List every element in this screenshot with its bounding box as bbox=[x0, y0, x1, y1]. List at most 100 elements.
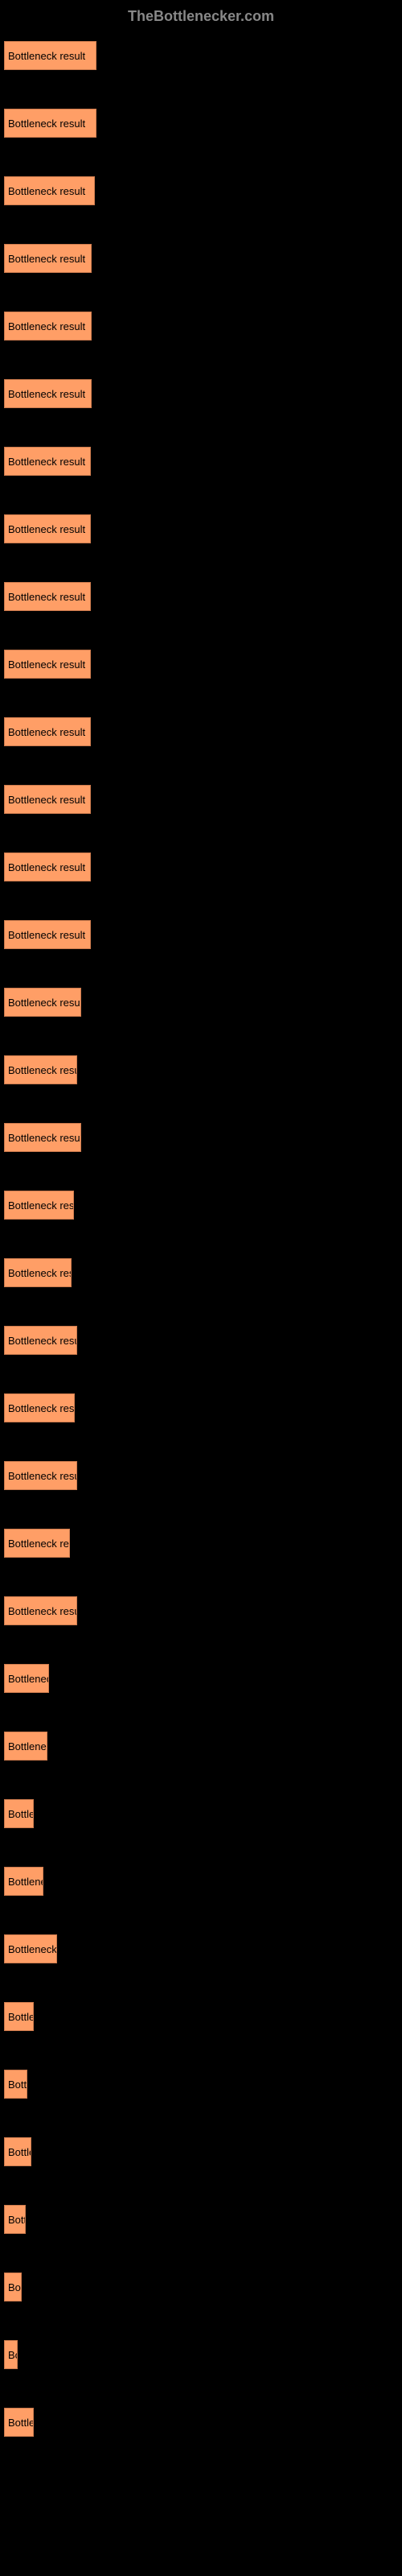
bottleneck-bar: Bottleneck res bbox=[4, 1529, 70, 1558]
bottleneck-bar: Bottleneck result bbox=[4, 1461, 77, 1490]
bottleneck-bar: Bott bbox=[4, 2205, 26, 2234]
bottleneck-bar: Bottleneck result bbox=[4, 244, 92, 273]
bar-row: Bottleneck result bbox=[4, 379, 398, 408]
bar-row: Bottleneck result bbox=[4, 1326, 398, 1355]
bar-row: Bottleneck result bbox=[4, 1461, 398, 1490]
bar-label: Bottleneck result bbox=[8, 794, 85, 806]
bar-row: Bottleneck result4 bbox=[4, 41, 398, 70]
bar-label: Bottleneck result bbox=[8, 929, 85, 941]
bar-row: Bottleneck r bbox=[4, 1934, 398, 1963]
bottleneck-bar: Bottleneck result bbox=[4, 1191, 74, 1220]
bottleneck-bar: Bottleneck resu bbox=[4, 1258, 72, 1287]
bar-label: Bottleneck result bbox=[8, 185, 85, 197]
bottleneck-bar: Bottleneck result bbox=[4, 988, 81, 1017]
bar-label: Bottleneck result bbox=[8, 1605, 77, 1617]
bottleneck-bar: Bottlenec bbox=[4, 1732, 47, 1761]
bar-row: Bottle bbox=[4, 2408, 398, 2437]
bar-row: Bottlenec bbox=[4, 1732, 398, 1761]
bar-row: Bott bbox=[4, 2205, 398, 2234]
bar-row: Bottle bbox=[4, 2137, 398, 2166]
bar-row: Bottl bbox=[4, 2070, 398, 2099]
bar-row: Bottleneck result4 bbox=[4, 176, 398, 205]
bar-row: Bottleneck result bbox=[4, 1055, 398, 1084]
bar-label: Bottle bbox=[8, 2146, 31, 2158]
bar-label: Bottleneck bbox=[8, 1673, 49, 1685]
bar-row: Bottleneck result4 bbox=[4, 109, 398, 138]
bar-row: Bottler bbox=[4, 2002, 398, 2031]
bottleneck-bar: Bottleneck result bbox=[4, 514, 91, 543]
bar-label: Bottleneck result bbox=[8, 50, 85, 62]
bottleneck-bar: Bottler bbox=[4, 2002, 34, 2031]
bar-label: Bottleneck result bbox=[8, 1064, 77, 1076]
bar-label: Bottleneck result bbox=[8, 456, 85, 468]
bar-label: Bo bbox=[8, 2349, 18, 2361]
bottleneck-bar: Bottler bbox=[4, 1799, 34, 1828]
bar-row: Bottleneck result bbox=[4, 1596, 398, 1625]
bottleneck-bar: Bottleneck result bbox=[4, 1393, 75, 1422]
bar-label: Bot bbox=[8, 2281, 22, 2293]
bar-label: Bottleneck resu bbox=[8, 1267, 72, 1279]
bar-row: Bottleneck result bbox=[4, 447, 398, 476]
bar-row: Bottleneck result bbox=[4, 1191, 398, 1220]
bottleneck-bar: Bo bbox=[4, 2340, 18, 2369]
bar-row: Bottleneck result bbox=[4, 312, 398, 341]
bottleneck-bar: Bottleneck result bbox=[4, 717, 91, 746]
bottleneck-bar: Bottleneck result bbox=[4, 447, 91, 476]
bar-row: Bottleneck result bbox=[4, 514, 398, 543]
bar-row: Bottleneck res bbox=[4, 1529, 398, 1558]
bottleneck-bar: Bottleneck result4 bbox=[4, 41, 96, 70]
bar-row: Bottlene bbox=[4, 1867, 398, 1896]
bar-label: Bottleneck result bbox=[8, 726, 85, 738]
bar-label: Bottleneck result bbox=[8, 388, 85, 400]
bar-label: Bottler bbox=[8, 2011, 34, 2023]
bar-row: Bo bbox=[4, 2340, 398, 2369]
bottleneck-bar: Bottleneck result bbox=[4, 1326, 77, 1355]
bar-label: Bottlene bbox=[8, 1876, 43, 1888]
bar-label: Bottleneck result bbox=[8, 1470, 77, 1482]
site-logo: TheBottlenecker.com bbox=[0, 8, 402, 25]
bar-row: Bottleneck bbox=[4, 1664, 398, 1693]
bar-label: Bottl bbox=[8, 2079, 27, 2091]
bar-label: Bott bbox=[8, 2214, 26, 2226]
bottleneck-bar: Bottle bbox=[4, 2408, 34, 2437]
bottleneck-bar: Bottleneck result bbox=[4, 785, 91, 814]
bottleneck-bar: Bot bbox=[4, 2273, 22, 2301]
bottleneck-bar: Bottleneck result4 bbox=[4, 176, 95, 205]
bottleneck-bar: Bottleneck result bbox=[4, 312, 92, 341]
bar-row: Bottleneck result bbox=[4, 244, 398, 273]
bar-row: Bottleneck resu bbox=[4, 1258, 398, 1287]
bar-row: Bottleneck result bbox=[4, 717, 398, 746]
bar-row: Bottleneck result bbox=[4, 582, 398, 611]
bottleneck-chart: Bottleneck result4Bottleneck result4Bott… bbox=[0, 41, 402, 2437]
bar-label: Bottleneck result bbox=[8, 1199, 74, 1212]
bar-row: Bottleneck result bbox=[4, 1123, 398, 1152]
bar-label: Bottleneck result bbox=[8, 118, 85, 130]
bar-label: Bottlenec bbox=[8, 1740, 47, 1752]
bar-label: Bottleneck result bbox=[8, 1132, 81, 1144]
bottleneck-bar: Bottleneck result bbox=[4, 582, 91, 611]
bottleneck-bar: Bottleneck result bbox=[4, 650, 91, 679]
bar-row: Bottler bbox=[4, 1799, 398, 1828]
bar-row: Bottleneck result bbox=[4, 852, 398, 881]
bar-label: Bottleneck result bbox=[8, 861, 85, 873]
bar-label: Bottleneck result bbox=[8, 523, 85, 535]
bar-label: Bottleneck result bbox=[8, 591, 85, 603]
bottleneck-bar: Bottleneck result bbox=[4, 379, 92, 408]
bottleneck-bar: Bottleneck bbox=[4, 1664, 49, 1693]
bar-row: Bottleneck result bbox=[4, 988, 398, 1017]
bar-row: Bottleneck result bbox=[4, 1393, 398, 1422]
bar-label: Bottler bbox=[8, 1808, 34, 1820]
bar-label: Bottle bbox=[8, 2417, 34, 2429]
bottleneck-bar: Bottleneck result4 bbox=[4, 109, 96, 138]
bottleneck-bar: Bottleneck result bbox=[4, 1123, 81, 1152]
bar-row: Bottleneck result bbox=[4, 920, 398, 949]
bar-label: Bottleneck result bbox=[8, 1335, 77, 1347]
bottleneck-bar: Bottleneck r bbox=[4, 1934, 57, 1963]
bar-row: Bottleneck result bbox=[4, 650, 398, 679]
bar-row: Bottleneck result bbox=[4, 785, 398, 814]
bottleneck-bar: Bottleneck result bbox=[4, 1596, 77, 1625]
bottleneck-bar: Bottl bbox=[4, 2070, 27, 2099]
bar-label: Bottleneck res bbox=[8, 1538, 70, 1550]
bar-label: Bottleneck result bbox=[8, 1402, 75, 1414]
bar-label: Bottleneck result bbox=[8, 997, 81, 1009]
